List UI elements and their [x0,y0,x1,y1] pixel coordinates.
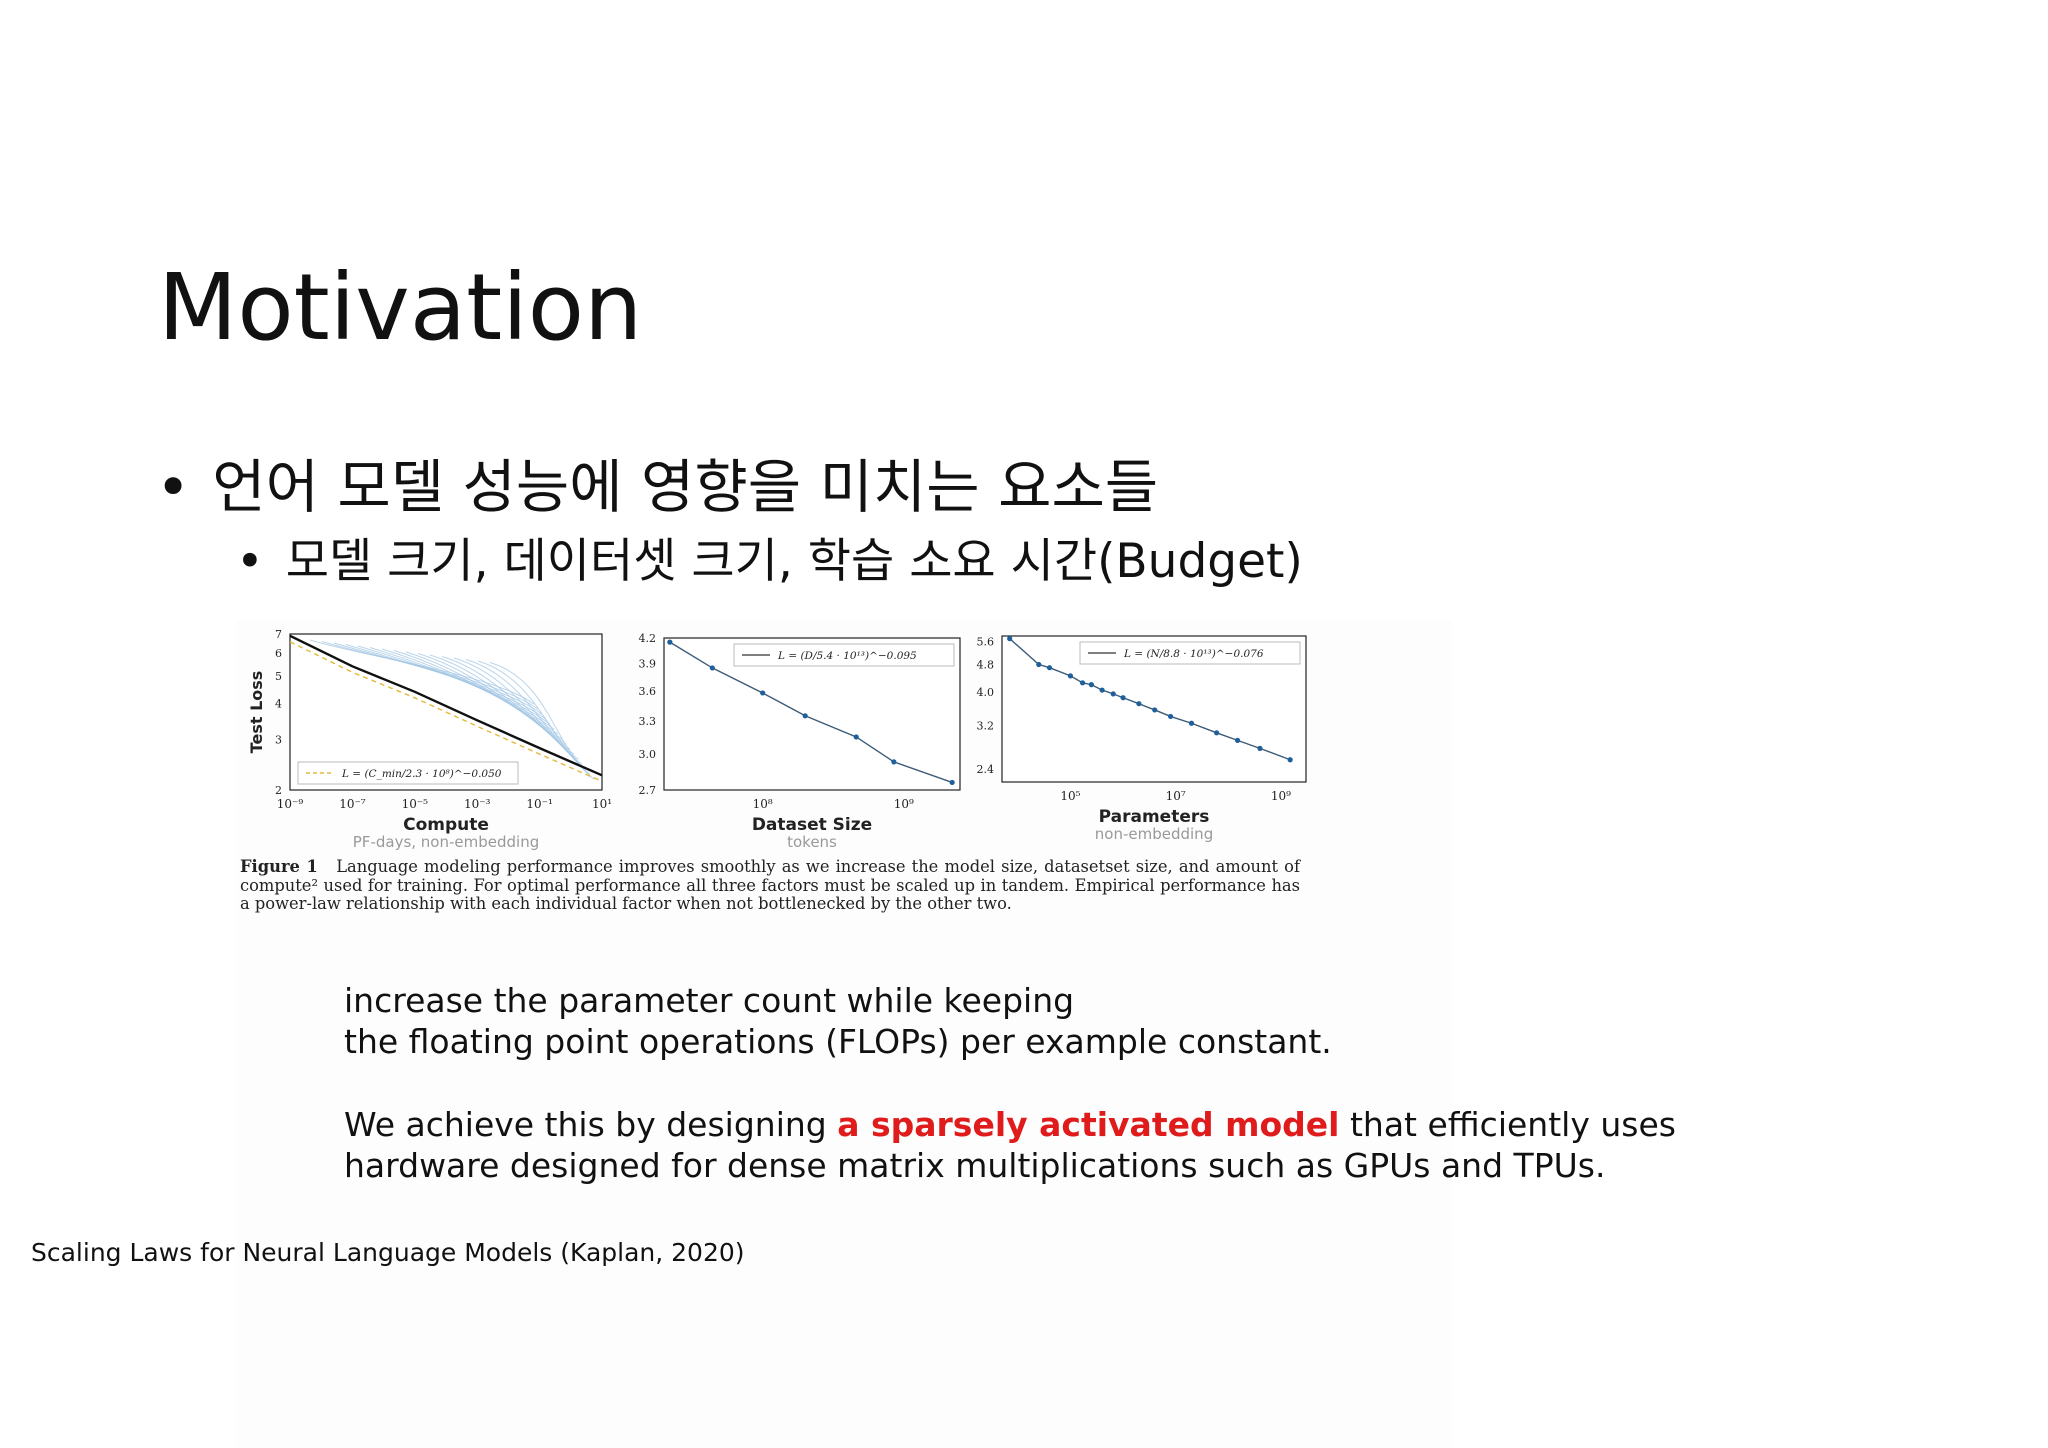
y-tick-label: 3 [275,734,282,747]
y-tick-label: 3.3 [639,715,657,728]
legend-box [733,643,955,667]
y-tick-label: 3.6 [639,685,657,698]
y-tick-label: 7 [275,628,282,641]
slide-title: Motivation [158,254,643,361]
data-point [853,734,859,740]
bullet-level1: • 언어 모델 성능에 영향을 미치는 요소들 [156,458,1158,516]
x-tick-label: 10⁻⁵ [402,797,429,811]
bullet-symbol: • [156,453,191,521]
paragraph-param-count: increase the parameter count while keepi… [344,980,1332,1062]
citation: Scaling Laws for Neural Language Models … [31,1238,745,1267]
data-point [1287,757,1293,763]
legend-label: L = (C_min/2.3 · 10⁸)^−0.050 [341,768,502,780]
data-point [1099,687,1105,693]
legend-label: L = (N/8.8 · 10¹³)^−0.076 [1123,648,1264,660]
data-point [1110,691,1116,697]
data-point [1167,713,1174,720]
y-tick-label: 5.6 [977,635,995,648]
bullet-level2-text: 모델 크기, 데이터셋 크기, 학습 소요 시간(Budget) [285,534,1303,589]
x-tick-label: 10⁻³ [464,797,491,811]
paragraph-sparse-model: We achieve this by designing a sparsely … [344,1104,1676,1186]
x-tick-label: 10⁻⁹ [277,797,304,811]
y-tick-label: 3.9 [639,657,657,670]
y-axis-label: Test Loss [247,671,266,754]
y-tick-label: 2.4 [977,763,995,776]
learning-curve [369,647,555,730]
data-point [1234,737,1241,743]
y-tick-label: 4.0 [977,686,995,699]
legend-label: L = (D/5.4 · 10¹³)^−0.095 [777,650,917,662]
x-tick-label: 10⁷ [1166,789,1186,803]
data-point [1007,636,1013,642]
y-tick-label: 6 [275,647,282,660]
x-axis-sublabel: non-embedding [1095,825,1213,843]
caption-text: Language modeling performance improves s… [240,857,1300,913]
y-tick-label: 4.8 [977,659,995,672]
bullet-level2: • 모델 크기, 데이터셋 크기, 학습 소요 시간(Budget) [236,538,1303,585]
x-tick-label: 10¹ [592,797,612,811]
data-point [1088,682,1094,688]
x-tick-label: 10⁹ [1271,789,1291,803]
caption-label: Figure 1 [240,857,318,876]
data-point [1188,720,1195,726]
paragraph-line: hardware designed for dense matrix multi… [344,1146,1606,1185]
data-point [1152,707,1158,713]
learning-curve [405,651,567,745]
scaling-law-figure: 2 3 4 5 6 7 10⁻⁹ 10⁻⁷ 10⁻⁵ 10⁻³ 10⁻¹ 10¹ L = (C_min/… [247,628,1307,851]
x-axis-label: Dataset Size [752,815,872,835]
learning-curve [381,648,559,735]
paragraph-line: the floating point operations (FLOPs) pe… [344,1022,1332,1061]
data-point [760,690,766,696]
y-tick-label: 3.0 [639,748,657,761]
data-point [1120,695,1126,701]
bullet-symbol: • [236,534,264,589]
figure-caption: Figure 1 Language modeling performance i… [240,857,1300,914]
x-tick-label: 10⁸ [753,797,773,811]
data-point [1067,673,1074,679]
y-tick-label: 4 [275,698,282,711]
x-axis-sublabel: PF-days, non-embedding [353,833,539,851]
data-point [891,759,897,765]
x-axis-label: Compute [403,815,489,835]
x-axis-sublabel: tokens [787,833,837,851]
learning-curve [393,650,563,740]
data-point [1079,680,1086,686]
legend-box [1079,641,1301,665]
text-before: We achieve this by designing [344,1105,838,1144]
x-tick-label: 10⁵ [1060,789,1080,803]
x-tick-label: 10⁹ [894,797,914,811]
y-tick-label: 2.7 [639,784,657,797]
text-after: that efficiently uses [1339,1105,1676,1144]
data-point [709,665,715,671]
highlight-sparse-model: a sparsely activated model [837,1105,1340,1144]
data-point [1036,661,1042,668]
bullet-level1-text: 언어 모델 성능에 영향을 미치는 요소들 [212,453,1159,521]
y-tick-label: 4.2 [639,632,657,645]
data-point [667,639,673,645]
paragraph-line: We achieve this by designing a sparsely … [344,1104,1676,1145]
y-tick-label: 2 [275,784,282,797]
legend-box [297,761,519,785]
data-point [1136,701,1142,707]
x-tick-label: 10⁻⁷ [339,797,366,811]
fit-line [289,641,603,782]
data-point [1257,745,1263,751]
series-line [289,634,603,777]
data-point [1214,730,1220,736]
data-point [949,779,955,786]
y-tick-label: 5 [275,670,282,683]
paragraph-line: increase the parameter count while keepi… [344,981,1075,1020]
x-axis-label: Parameters [1099,807,1210,827]
y-tick-label: 3.2 [977,720,995,733]
data-point [1046,665,1053,671]
data-point [802,713,808,719]
x-tick-label: 10⁻¹ [526,797,552,811]
